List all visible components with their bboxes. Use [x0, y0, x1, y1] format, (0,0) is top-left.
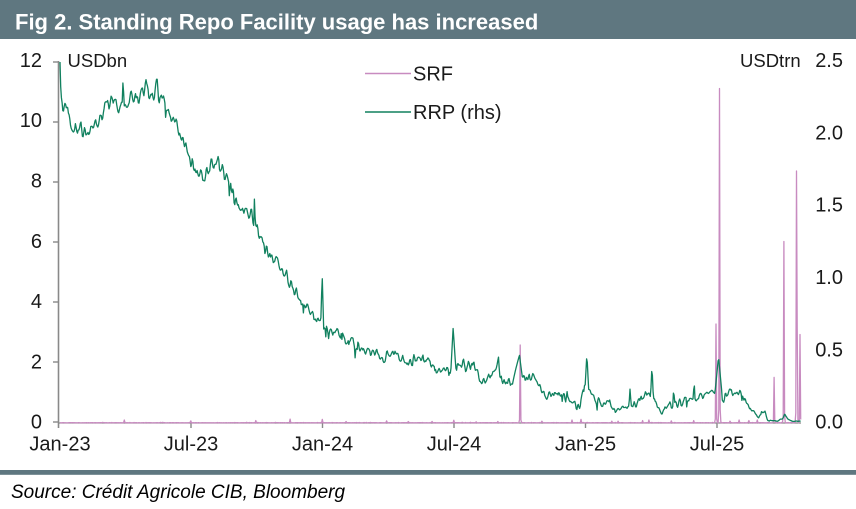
svg-text:1.5: 1.5	[815, 195, 843, 217]
svg-text:Jul-23: Jul-23	[164, 434, 218, 456]
svg-text:1.0: 1.0	[815, 267, 843, 289]
svg-text:Jan-25: Jan-25	[555, 434, 616, 456]
svg-text:2.5: 2.5	[815, 50, 843, 72]
svg-text:2.0: 2.0	[815, 122, 843, 144]
svg-text:4: 4	[31, 291, 42, 313]
svg-text:6: 6	[31, 231, 42, 253]
svg-text:0.0: 0.0	[815, 412, 843, 434]
svg-text:10: 10	[20, 110, 42, 132]
svg-text:0.5: 0.5	[815, 339, 843, 361]
svg-text:USDtrn: USDtrn	[740, 50, 801, 71]
svg-text:Jan-23: Jan-23	[29, 434, 90, 456]
svg-text:SRF: SRF	[413, 64, 453, 86]
svg-text:Jul-25: Jul-25	[690, 434, 744, 456]
svg-text:12: 12	[20, 50, 42, 72]
svg-text:0: 0	[31, 412, 42, 434]
svg-text:USDbn: USDbn	[68, 50, 128, 71]
svg-text:8: 8	[31, 171, 42, 193]
svg-text:Jan-24: Jan-24	[292, 434, 353, 456]
svg-text:2: 2	[31, 351, 42, 373]
svg-text:Source: Crédit Agricole CIB, B: Source: Crédit Agricole CIB, Bloomberg	[11, 482, 345, 503]
svg-text:RRP (rhs): RRP (rhs)	[413, 102, 502, 124]
svg-text:Jul-24: Jul-24	[427, 434, 481, 456]
svg-text:Fig 2. Standing Repo Facility: Fig 2. Standing Repo Facility usage has …	[15, 10, 538, 35]
